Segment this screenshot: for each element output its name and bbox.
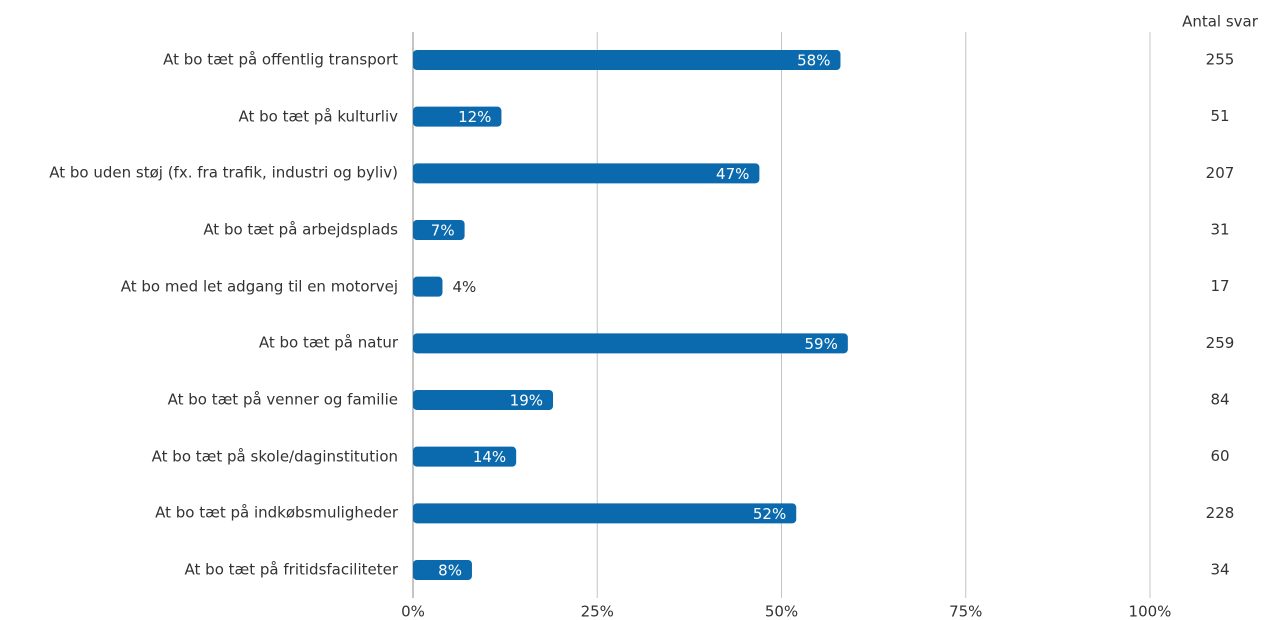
category-label: At bo med let adgang til en motorvej bbox=[120, 277, 398, 296]
count-label: 17 bbox=[1210, 277, 1229, 295]
count-label: 60 bbox=[1210, 447, 1229, 465]
value-label: 52% bbox=[753, 505, 786, 523]
count-label: 51 bbox=[1210, 107, 1229, 125]
bar bbox=[413, 220, 465, 240]
x-tick-label: 100% bbox=[1129, 603, 1172, 620]
value-label: 19% bbox=[510, 392, 543, 410]
value-label: 7% bbox=[431, 222, 455, 240]
value-label: 4% bbox=[452, 278, 476, 296]
bar bbox=[413, 390, 554, 410]
value-label: 47% bbox=[716, 165, 749, 183]
category-label: At bo tæt på skole/daginstitution bbox=[151, 447, 398, 466]
category-label: At bo tæt på indkøbsmuligheder bbox=[155, 503, 398, 522]
x-tick-label: 0% bbox=[401, 603, 425, 620]
count-label: 259 bbox=[1206, 334, 1235, 352]
category-label: At bo tæt på offentlig transport bbox=[163, 50, 398, 69]
bar bbox=[413, 333, 848, 354]
bar bbox=[413, 446, 517, 467]
bar bbox=[413, 560, 472, 580]
bar bbox=[413, 503, 797, 524]
category-label: At bo tæt på arbejdsplads bbox=[203, 220, 398, 239]
count-label: 34 bbox=[1210, 561, 1229, 579]
value-label: 59% bbox=[804, 335, 837, 353]
category-label: At bo tæt på fritidsfaciliteter bbox=[184, 560, 398, 579]
counts-header: Antal svar bbox=[1182, 13, 1259, 31]
x-tick-label: 50% bbox=[765, 603, 798, 620]
count-label: 31 bbox=[1210, 221, 1229, 239]
value-label: 58% bbox=[797, 52, 830, 70]
category-label: At bo uden støj (fx. fra trafik, industr… bbox=[49, 163, 398, 182]
bar bbox=[413, 276, 443, 297]
bar bbox=[413, 50, 841, 70]
x-tick-label: 75% bbox=[949, 603, 982, 620]
count-label: 255 bbox=[1206, 51, 1235, 69]
count-label: 84 bbox=[1210, 391, 1229, 409]
category-label: At bo tæt på natur bbox=[258, 333, 398, 352]
bar bbox=[413, 163, 760, 184]
count-label: 207 bbox=[1206, 164, 1235, 182]
value-label: 12% bbox=[458, 108, 491, 126]
category-label: At bo tæt på venner og familie bbox=[167, 390, 398, 409]
value-label: 14% bbox=[473, 448, 506, 466]
bar bbox=[413, 106, 502, 127]
count-label: 228 bbox=[1206, 504, 1235, 522]
value-label: 8% bbox=[438, 562, 462, 580]
x-tick-label: 25% bbox=[581, 603, 614, 620]
category-label: At bo tæt på kulturliv bbox=[238, 107, 398, 126]
